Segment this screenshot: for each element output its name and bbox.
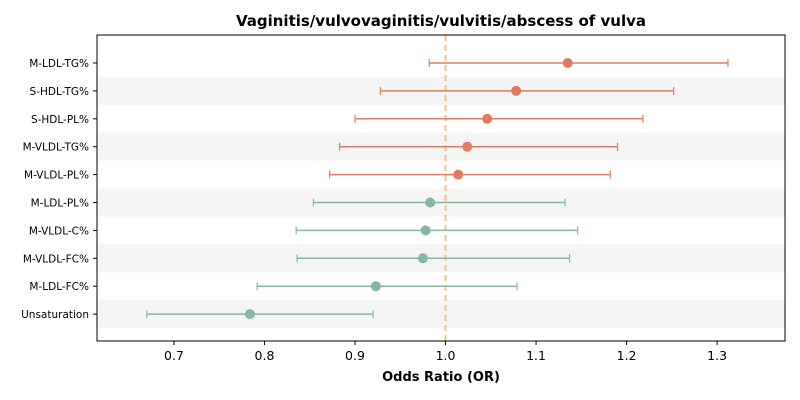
x-tick-label: 1.2 <box>617 348 637 363</box>
y-tick-label: Unsaturation <box>21 309 89 321</box>
data-row <box>379 85 675 96</box>
x-tick-label: 0.7 <box>164 348 184 363</box>
y-tick-label: M-VLDL-TG% <box>23 142 89 154</box>
y-tick-label: M-VLDL-PL% <box>24 170 89 182</box>
data-row <box>428 58 729 68</box>
y-tick-label: M-LDL-TG% <box>29 58 89 70</box>
or-point <box>244 309 255 320</box>
y-tick-label: M-LDL-PL% <box>31 198 89 210</box>
plot-frame <box>96 34 786 342</box>
or-point <box>562 58 573 68</box>
or-point <box>425 197 436 208</box>
data-row <box>295 225 579 236</box>
data-row <box>329 169 611 180</box>
data-row <box>296 253 571 264</box>
data-row <box>146 309 374 320</box>
y-tick-label: S-HDL-TG% <box>30 86 89 98</box>
y-tick-label: S-HDL-PL% <box>31 114 89 126</box>
or-point <box>370 281 381 292</box>
x-tick-label: 1.3 <box>707 348 727 363</box>
data-row <box>354 113 644 124</box>
or-point <box>482 113 493 124</box>
or-point <box>420 225 431 236</box>
x-tick-label: 1.0 <box>436 348 456 363</box>
x-axis-ticks: 0.7 0.8 0.9 1.0 1.1 1.2 1.3 <box>164 341 727 363</box>
y-tick-label: M-VLDL-FC% <box>23 253 89 265</box>
chart-title: Vaginitis/vulvovaginitis/vulvitis/absces… <box>236 12 646 30</box>
or-point <box>417 253 428 264</box>
data-row <box>256 281 518 292</box>
data-rows <box>146 58 729 320</box>
data-row <box>312 197 566 208</box>
x-tick-label: 0.9 <box>345 348 365 363</box>
x-tick-label: 0.8 <box>255 348 275 363</box>
or-point <box>453 169 464 180</box>
x-tick-label: 1.1 <box>526 348 546 363</box>
data-row <box>339 141 619 152</box>
x-axis-label: Odds Ratio (OR) <box>382 370 500 385</box>
or-point <box>511 85 522 96</box>
y-axis-ticks: M-LDL-TG% S-HDL-TG% S-HDL-PL% M-VLDL-TG% M-V… <box>21 58 97 321</box>
or-point <box>462 141 473 152</box>
y-tick-label: M-LDL-FC% <box>29 281 89 293</box>
y-tick-label: M-VLDL-C% <box>29 225 89 237</box>
